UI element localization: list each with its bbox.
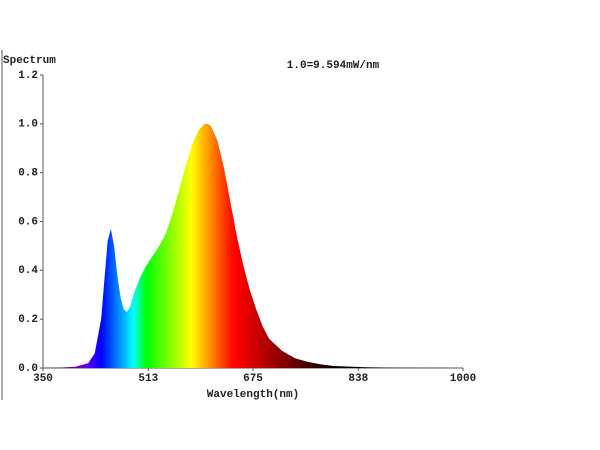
- chart-title: Spectrum: [3, 55, 56, 67]
- x-tick-label: 513: [138, 373, 158, 385]
- x-tick-label: 350: [33, 373, 53, 385]
- y-tick-label: 1.0: [18, 119, 38, 131]
- spectrum-area: [43, 123, 463, 368]
- x-tick-label: 838: [348, 373, 368, 385]
- x-tick-label: 675: [243, 373, 263, 385]
- y-tick-label: 1.2: [18, 70, 38, 82]
- y-tick-label: 0.2: [18, 314, 38, 326]
- y-tick-label: 0.4: [18, 265, 38, 277]
- x-tick-label: 1000: [450, 373, 476, 385]
- x-axis-label: Wavelength(nm): [207, 389, 299, 401]
- y-tick-label: 0.8: [18, 168, 38, 180]
- annotation: 1.0=9.594mW/nm: [287, 60, 380, 72]
- y-tick-label: 0.6: [18, 216, 38, 228]
- y-tick-label: 0.0: [18, 363, 38, 375]
